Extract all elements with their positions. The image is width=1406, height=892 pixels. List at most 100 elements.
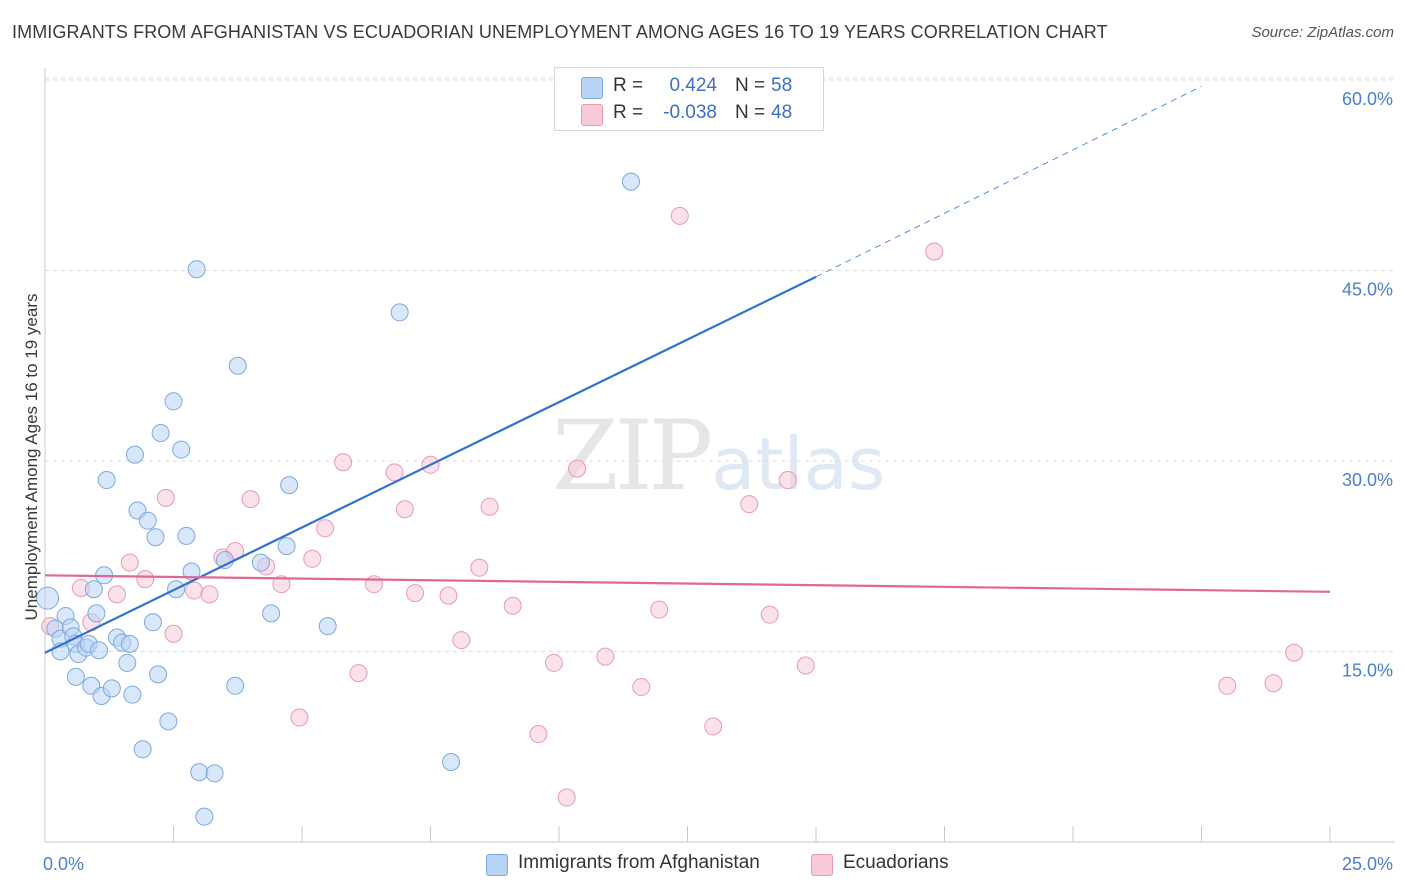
ecuadorians-point xyxy=(303,549,322,568)
y-tick-label: 15.0% xyxy=(1342,661,1393,681)
legend-swatch-blue xyxy=(581,77,603,99)
ecuadorians-point xyxy=(470,558,489,577)
ecuadorians-point xyxy=(632,678,651,697)
afghanistan-point xyxy=(159,712,178,731)
legend-row-afghanistan: R = 0.424 N = 58 xyxy=(555,73,823,101)
ecuadorians-point xyxy=(529,725,548,744)
afghanistan-point xyxy=(138,511,157,530)
afghanistan-point xyxy=(195,807,214,826)
afghanistan-point xyxy=(87,604,106,623)
trend-lines xyxy=(44,85,1331,654)
afghanistan-point xyxy=(164,392,183,411)
ecuadorians-point xyxy=(334,453,353,472)
afghanistan-point xyxy=(205,764,224,783)
ecuadorians-point xyxy=(740,495,759,514)
ecuadorians-point xyxy=(650,600,669,619)
ecuadorians-point xyxy=(544,653,563,672)
ecuadorians-point xyxy=(107,585,126,604)
ecuadorians-points xyxy=(41,206,1304,807)
source-label: Source: ZipAtlas.com xyxy=(1251,24,1394,41)
ecuadorians-point xyxy=(925,242,944,261)
afghanistan-point xyxy=(280,476,299,495)
afghanistan-trend-line xyxy=(44,275,817,654)
ecuadorians-point xyxy=(120,553,139,572)
bottom-legend-swatch-blue xyxy=(486,854,508,876)
ecuadorians-point xyxy=(156,488,175,507)
bottom-legend-label: Immigrants from Afghanistan xyxy=(518,852,760,873)
afghanistan-point xyxy=(118,653,137,672)
y-axis-label: Unemployment Among Ages 16 to 19 years xyxy=(22,294,41,621)
afghanistan-point xyxy=(66,667,85,686)
legend-r-value: 0.424 xyxy=(669,75,717,96)
ecuadorians-point xyxy=(316,519,335,538)
legend-swatch-pink xyxy=(581,104,603,126)
ecuadorians-point xyxy=(596,647,615,666)
afghanistan-point xyxy=(149,665,168,684)
ecuadorians-point xyxy=(364,575,383,594)
afghanistan-point xyxy=(190,763,209,782)
afghanistan-point xyxy=(177,526,196,545)
legend-n-value: 58 xyxy=(771,75,793,96)
bottom-legend-label: Ecuadorians xyxy=(843,852,949,873)
ecuadorians-point xyxy=(241,490,260,509)
ecuadorians-point xyxy=(136,570,155,589)
ecuadorians-point xyxy=(164,624,183,643)
afghanistan-point xyxy=(146,528,165,547)
ecuadorians-point xyxy=(452,631,471,650)
x-tick-label: 25.0% xyxy=(1342,854,1393,874)
x-tick-label: 0.0% xyxy=(43,854,84,874)
ecuadorians-point xyxy=(704,717,723,736)
watermark-atlas: atlas xyxy=(711,422,886,506)
afghanistan-point xyxy=(36,586,60,610)
legend-n-value: 48 xyxy=(771,102,793,123)
afghanistan-point xyxy=(151,424,170,443)
bottom-legend-ecuadorians: Ecuadorians xyxy=(811,852,949,876)
gridlines xyxy=(45,77,1395,652)
afghanistan-point xyxy=(120,634,139,653)
afghanistan-point xyxy=(102,679,121,698)
afghanistan-point xyxy=(182,562,201,581)
ecuadorians-point xyxy=(290,708,309,727)
watermark: ZIPatlas xyxy=(552,400,885,512)
afghanistan-trend-extension xyxy=(815,85,1202,278)
legend-r-label: R = xyxy=(613,102,644,123)
bottom-legend-afghanistan: Immigrants from Afghanistan xyxy=(486,852,760,876)
afghanistan-point xyxy=(390,303,409,322)
afghanistan-point xyxy=(262,604,281,623)
ecuadorians-point xyxy=(385,463,404,482)
afghanistan-point xyxy=(226,676,245,695)
legend-r-label: R = xyxy=(613,75,644,96)
ecuadorians-point xyxy=(480,497,499,516)
afghanistan-point xyxy=(125,445,144,464)
legend-n-label: N = xyxy=(735,75,766,96)
ecuadorians-point xyxy=(670,206,689,225)
ecuadorians-point xyxy=(567,459,586,478)
tick-labels: 15.0% 30.0% 45.0% 60.0% 0.0% 25.0% xyxy=(43,89,1393,874)
afghanistan-point xyxy=(251,553,270,572)
afghanistan-point xyxy=(123,685,142,704)
ecuadorians-point xyxy=(439,586,458,605)
ecuadorians-point xyxy=(557,788,576,807)
afghanistan-points xyxy=(36,172,640,826)
afghanistan-point xyxy=(621,172,640,191)
afghanistan-point xyxy=(277,537,296,556)
afghanistan-point xyxy=(172,440,191,459)
y-tick-label: 30.0% xyxy=(1342,470,1393,490)
ecuadorians-point xyxy=(185,581,204,600)
ecuadorians-point xyxy=(778,471,797,490)
ecuadorians-point xyxy=(395,500,414,519)
stats-legend: R = 0.424 N = 58 R = -0.038 N = 48 xyxy=(554,67,824,131)
afghanistan-point xyxy=(89,641,108,660)
watermark-zip: ZIP xyxy=(552,400,713,512)
legend-n-label: N = xyxy=(735,102,766,123)
ecuadorians-point xyxy=(760,605,779,624)
ecuadorians-point xyxy=(1218,676,1237,695)
ecuadorians-point xyxy=(1264,674,1283,693)
afghanistan-point xyxy=(228,356,247,375)
ecuadorians-point xyxy=(200,585,219,604)
afghanistan-point xyxy=(187,260,206,279)
legend-r-value: -0.038 xyxy=(663,102,717,123)
chart-title: IMMIGRANTS FROM AFGHANISTAN VS ECUADORIA… xyxy=(12,22,1108,42)
afghanistan-point xyxy=(133,740,152,759)
bottom-legend-swatch-pink xyxy=(811,854,833,876)
